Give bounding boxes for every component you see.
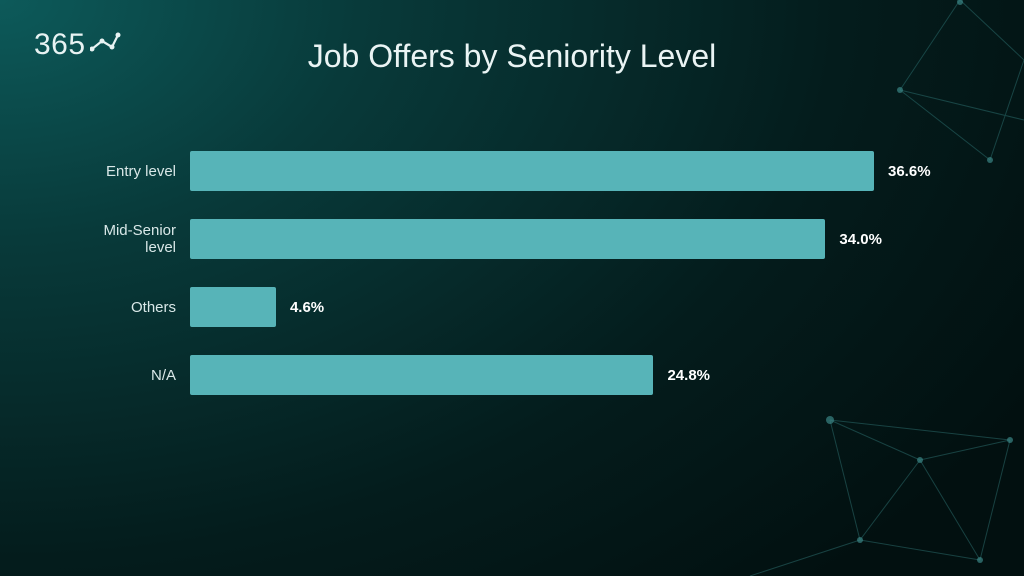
value-label: 36.6% — [888, 163, 931, 180]
bar-track: 34.0% — [190, 219, 944, 259]
bar-track: 36.6% — [190, 151, 944, 191]
bar — [190, 151, 874, 191]
category-label: N/A — [80, 367, 190, 384]
value-label: 24.8% — [667, 367, 710, 384]
bar-row: N/A 24.8% — [80, 354, 944, 396]
bar-row: Entry level 36.6% — [80, 150, 944, 192]
category-label: Others — [80, 299, 190, 316]
bar — [190, 287, 276, 327]
bar-track: 4.6% — [190, 287, 944, 327]
category-label: Mid-Senior level — [80, 222, 190, 256]
bar-track: 24.8% — [190, 355, 944, 395]
bar — [190, 219, 825, 259]
bar-row: Others 4.6% — [80, 286, 944, 328]
bar — [190, 355, 653, 395]
chart-title: Job Offers by Seniority Level — [0, 38, 1024, 75]
value-label: 4.6% — [290, 299, 324, 316]
value-label: 34.0% — [839, 231, 882, 248]
bar-chart: Entry level 36.6% Mid-Senior level 34.0%… — [80, 150, 944, 422]
bar-row: Mid-Senior level 34.0% — [80, 218, 944, 260]
category-label: Entry level — [80, 163, 190, 180]
